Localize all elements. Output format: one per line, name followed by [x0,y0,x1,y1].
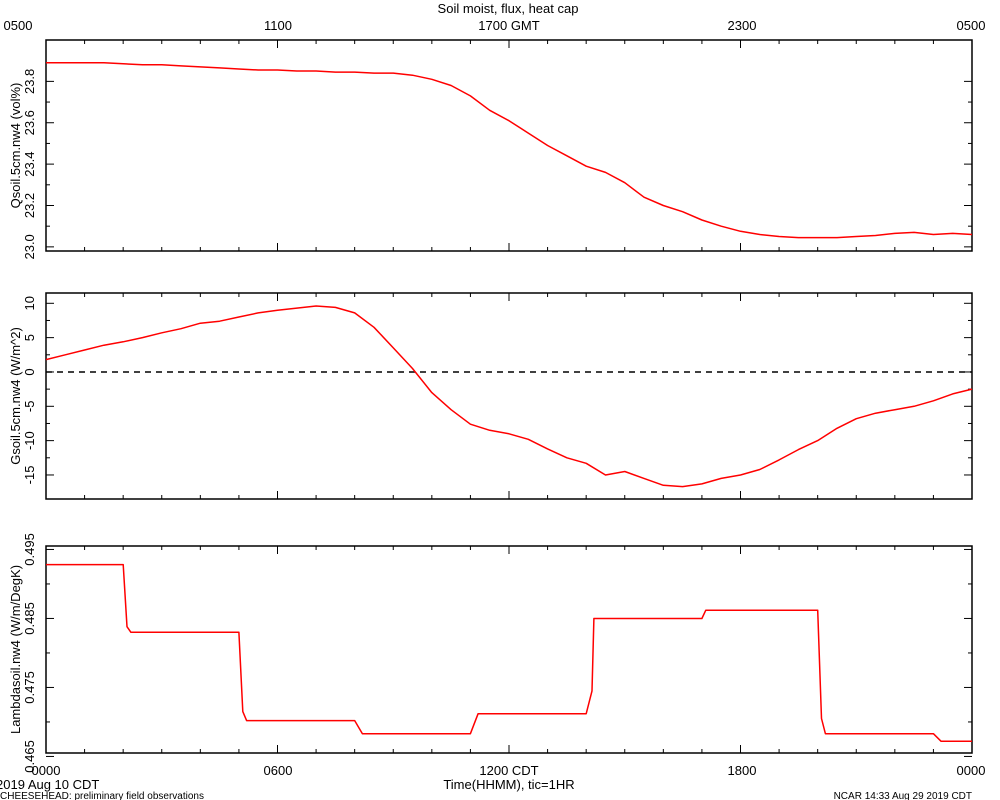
gmt-tick-label: 0500 [957,18,986,33]
date-label: 2019 Aug 10 CDT [0,777,99,792]
plot-frame [45,39,973,252]
cdt-tick-label: 0600 [264,763,293,778]
gmt-tick-labels: 0500 1100 1700 GMT 2300 0500 [4,18,986,33]
y-tick-label: 23.6 [22,110,37,135]
credit-label: NCAR 14:33 Aug 29 2019 CDT [834,791,972,800]
y-tick-label: 0.495 [22,533,37,566]
y-tick-label: 0.475 [22,671,37,704]
plot-frame [45,545,973,754]
series-line [45,305,973,488]
y-tick-label: -5 [22,401,37,413]
y-tick-label: 23.0 [22,234,37,259]
plot-frame [45,292,973,500]
cdt-tick-label: 0000 [957,763,986,778]
gmt-tick-label: 2300 [728,18,757,33]
y-tick-label: 23.2 [22,193,37,218]
cdt-tick-label: 1200 CDT [479,763,538,778]
y-tick-label: 23.8 [22,69,37,94]
y-axis-label: Qsoil.5cm.nw4 (vol%) [8,83,23,209]
chart-panel-conductivity: 0.495 0.485 0.475 0.465 Lambdasoil.nw4 (W/m/… [8,533,973,773]
y-tick-label: 5 [22,334,37,341]
y-tick-label: -15 [22,466,37,485]
y-tick-label: 0 [22,368,37,375]
series-line [46,563,972,743]
y-tick-label: -10 [22,431,37,450]
chart-title: Soil moist, flux, heat cap [438,1,579,16]
gmt-tick-label: 1700 GMT [478,18,539,33]
y-tick-label: 23.4 [22,151,37,176]
series-line [46,62,973,239]
y-axis-label: Lambdasoil.nw4 (W/m/DegK) [8,565,23,734]
cdt-tick-label: 0000 [32,763,61,778]
x-axis-label: Time(HHMM), tic=1HR [443,777,574,792]
project-note: CHEESEHEAD: preliminary field observatio… [0,791,204,800]
cdt-tick-label: 1800 [728,763,757,778]
y-axis-label: Gsoil.5cm.nw4 (W/m^2) [8,327,23,465]
gmt-tick-label: 0500 [4,18,33,33]
gmt-tick-label: 1100 [264,18,292,33]
y-tick-label: 0.465 [22,740,37,773]
cdt-tick-labels: 0000 0600 1200 CDT 1800 0000 [32,763,986,778]
y-tick-label: 0.485 [22,602,37,635]
y-tick-label: 10 [22,296,37,310]
